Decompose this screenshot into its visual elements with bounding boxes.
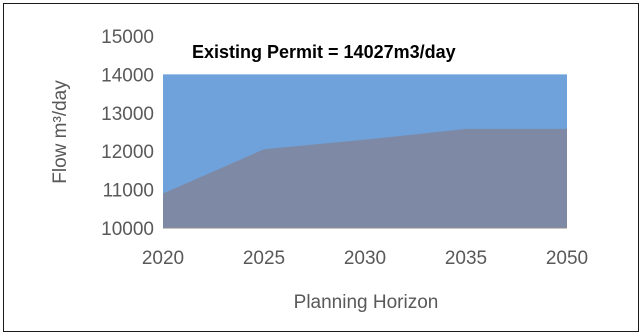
x-tick-label: 2025	[243, 248, 285, 269]
x-tick-label: 2050	[546, 248, 588, 269]
y-tick-label: 11000	[103, 181, 154, 202]
y-axis-title: Flow m³/day	[50, 80, 71, 184]
x-axis-title: Planning Horizon	[294, 292, 439, 313]
x-tick-label: 2035	[445, 248, 487, 269]
y-tick-label: 10000	[101, 219, 154, 240]
area-series-group	[163, 74, 567, 229]
x-tick-label: 2020	[142, 248, 184, 269]
y-tick-label: 13000	[101, 104, 154, 125]
y-tick-label: 14000	[101, 65, 154, 86]
area-series-2	[163, 128, 567, 228]
y-tick-label: 12000	[101, 142, 154, 163]
annotation-text: Existing Permit = 14027m3/day	[192, 42, 456, 62]
x-tick-label: 2030	[344, 248, 386, 269]
y-tick-labels: 10000 11000 12000 13000 14000 15000	[101, 27, 154, 240]
y-tick-label: 15000	[101, 27, 154, 48]
x-tick-labels: 2020 2025 2030 2035 2050	[142, 248, 588, 269]
